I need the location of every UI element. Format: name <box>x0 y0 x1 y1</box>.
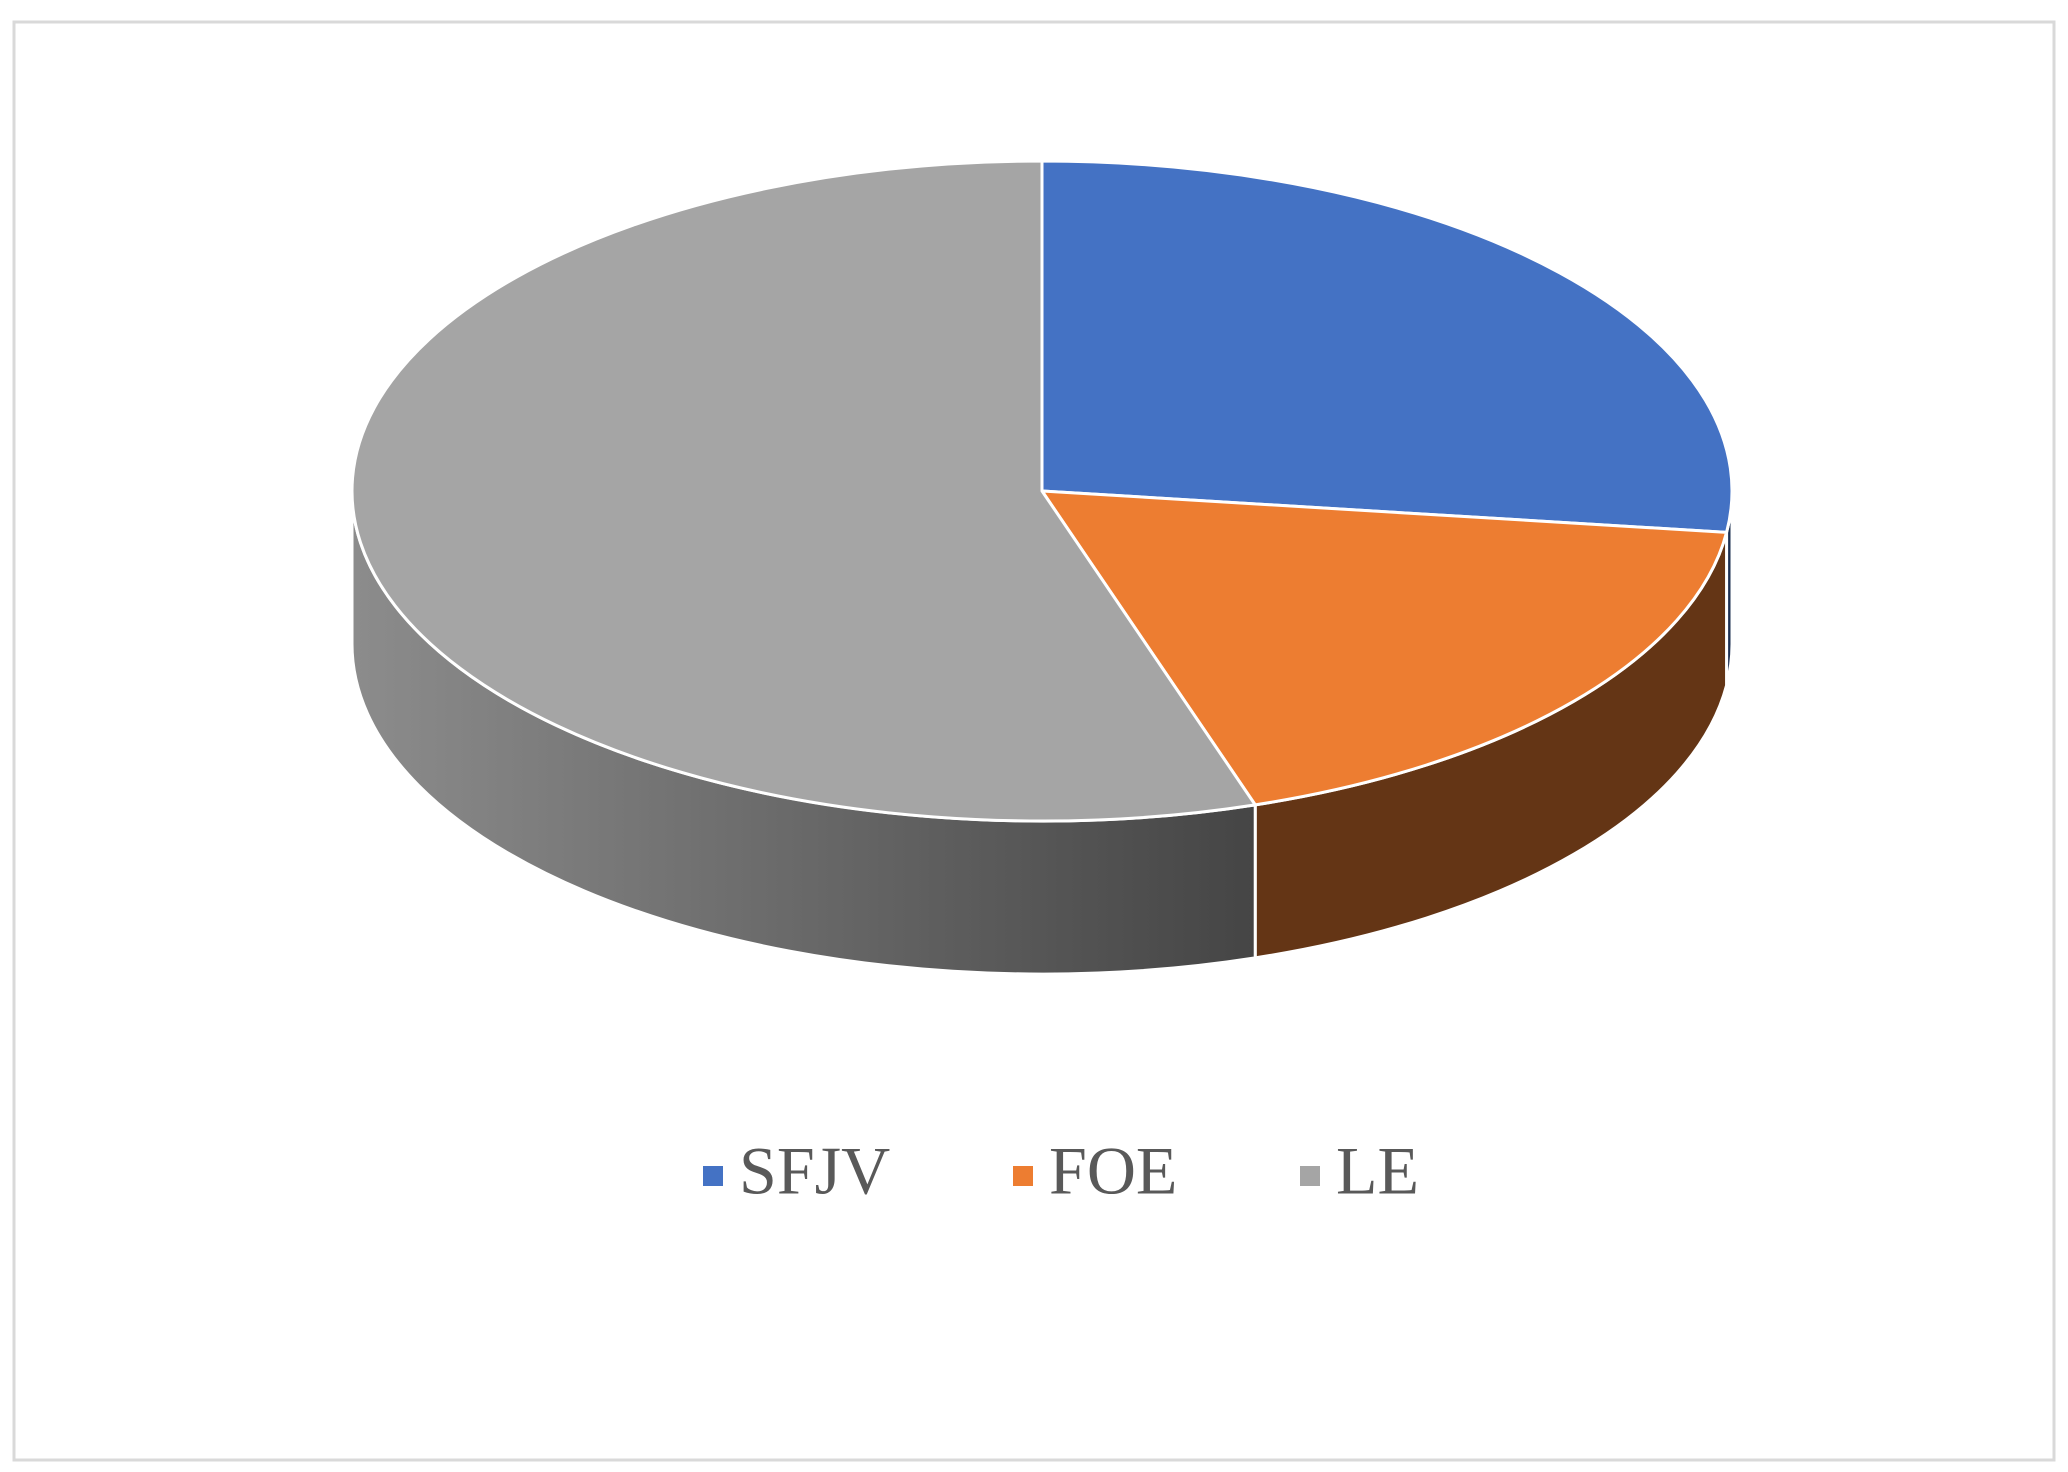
legend-swatch <box>1300 1166 1320 1186</box>
pie-slice <box>350 159 1257 823</box>
legend-label: SFJV <box>739 1133 890 1209</box>
legend-label: LE <box>1336 1133 1419 1209</box>
pie-slice <box>1040 159 1734 534</box>
pie-slice <box>1040 489 1729 807</box>
legend-swatch <box>703 1166 723 1186</box>
legend: SFJV FOE LE <box>703 1133 1419 1209</box>
pie <box>350 159 1734 976</box>
legend-label: FOE <box>1049 1133 1177 1209</box>
legend-swatch <box>1013 1166 1033 1186</box>
